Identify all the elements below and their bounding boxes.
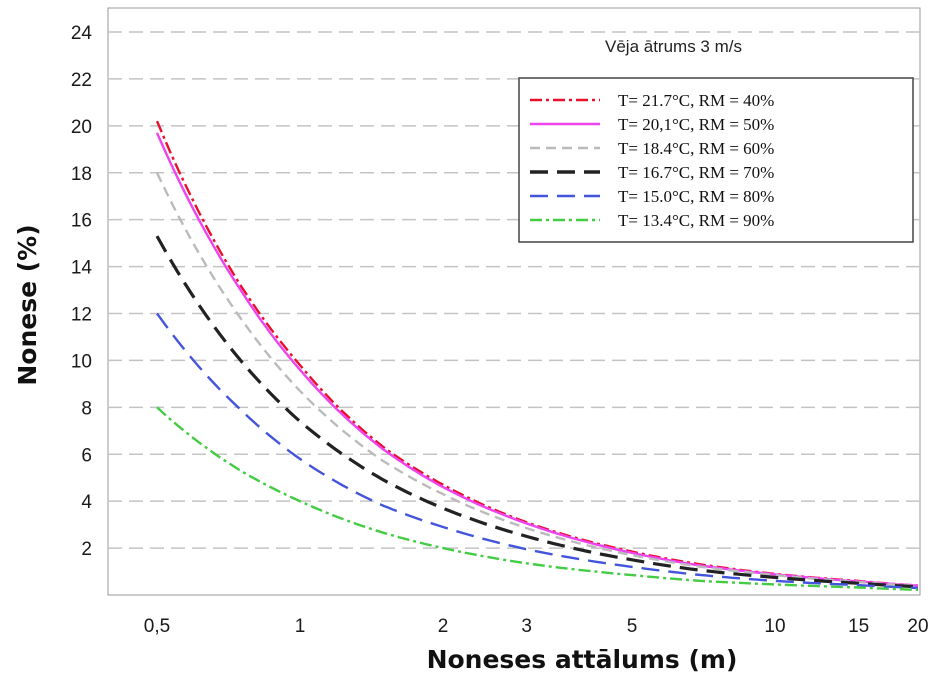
series-line xyxy=(155,235,919,589)
series-line xyxy=(156,406,919,591)
legend-label: T= 13.4°C, RM = 90% xyxy=(618,211,774,230)
y-tick-label: 14 xyxy=(71,258,93,279)
y-tick-label: 20 xyxy=(71,117,92,138)
y-tick-label: 10 xyxy=(71,351,92,372)
y-tick-label: 24 xyxy=(71,23,93,44)
series-lines xyxy=(155,120,919,591)
y-tick-label: 4 xyxy=(81,492,92,513)
legend-label: T= 21.7°C, RM = 40% xyxy=(618,91,774,110)
x-tick-label: 3 xyxy=(521,616,532,637)
y-tick-label: 6 xyxy=(81,445,92,466)
x-axis-title: Noneses attālums (m) xyxy=(427,645,738,674)
x-tick-label: 1 xyxy=(295,616,306,637)
series-line xyxy=(156,312,919,590)
x-tick-label: 0,5 xyxy=(144,616,170,637)
x-tick-label: 10 xyxy=(764,616,785,637)
chart-annotation: Vēja ātrums 3 m/s xyxy=(605,37,742,56)
series-line xyxy=(155,132,919,587)
legend-label: T= 16.7°C, RM = 70% xyxy=(618,163,774,182)
y-tick-label: 22 xyxy=(71,70,92,91)
legend: T= 21.7°C, RM = 40% T= 20,1°C, RM = 50% T=… xyxy=(518,77,914,243)
x-tick-label: 2 xyxy=(438,616,449,637)
y-tick-label: 16 xyxy=(71,211,92,232)
x-tick-label: 15 xyxy=(848,616,869,637)
y-tick-label: 12 xyxy=(71,305,92,326)
y-axis-title: Nonese (%) xyxy=(13,224,42,385)
y-tick-label: 18 xyxy=(71,164,92,185)
legend-label: T= 20,1°C, RM = 50% xyxy=(618,115,774,134)
legend-label: T= 15.0°C, RM = 80% xyxy=(618,187,774,206)
x-tick-label: 20 xyxy=(907,616,928,637)
x-axis-ticks: 0,5 1 2 3 5 10 15 20 xyxy=(144,616,929,637)
legend-box xyxy=(518,77,914,243)
y-tick-label: 2 xyxy=(81,539,92,560)
x-tick-label: 5 xyxy=(627,616,638,637)
y-tick-label: 8 xyxy=(81,398,92,419)
series-line xyxy=(155,172,919,588)
gridlines xyxy=(108,31,920,549)
legend-label: T= 18.4°C, RM = 60% xyxy=(618,139,774,158)
